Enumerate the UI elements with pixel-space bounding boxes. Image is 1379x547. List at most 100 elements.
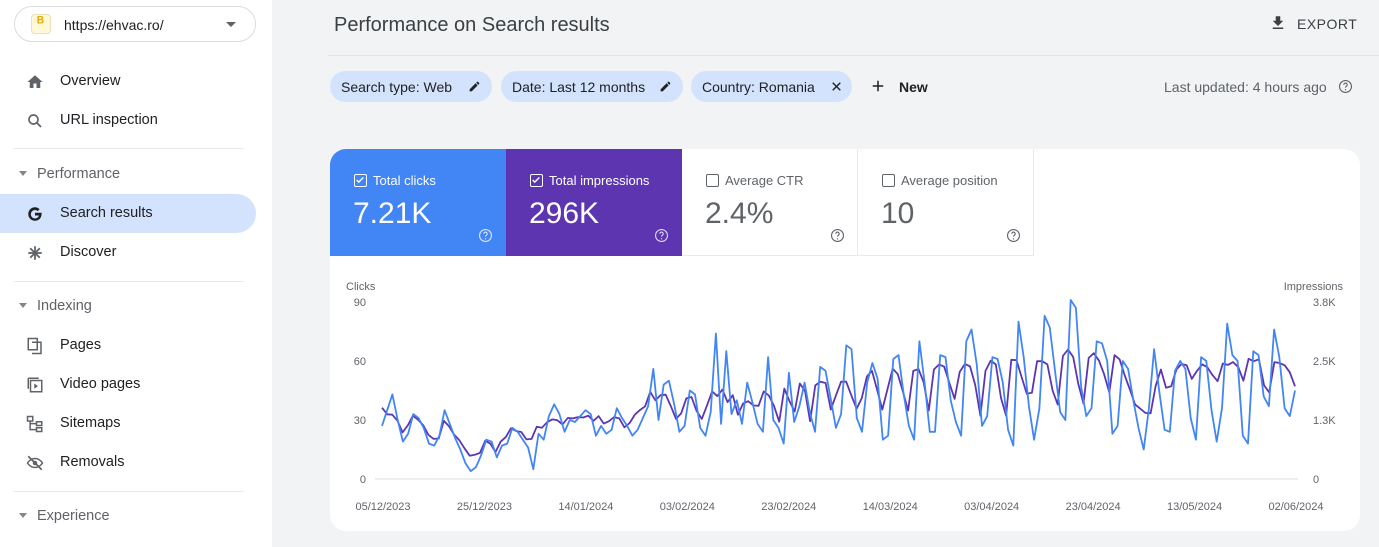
metric-value: 2.4% (705, 197, 774, 230)
property-selector[interactable]: ᴮ https://ehvac.ro/ (14, 6, 256, 42)
metric-label: Total impressions (549, 173, 650, 188)
sitemaps-icon (26, 415, 43, 433)
series-line-impressions (381, 348, 1296, 457)
metric-average-ctr[interactable]: Average CTR 2.4% (682, 149, 858, 256)
metric-total-impressions[interactable]: Total impressions 296K (506, 149, 682, 256)
y-left-tick-label: 30 (354, 415, 366, 427)
x-tick-label: 14/01/2024 (558, 501, 613, 513)
help-icon[interactable] (654, 228, 669, 243)
plus-icon (872, 80, 884, 92)
section-label: Experience (37, 508, 110, 524)
sidebar-item-label: Discover (60, 244, 117, 260)
asterisk-icon (28, 246, 42, 260)
sidebar-item-discover[interactable]: Discover (0, 233, 256, 272)
metric-label: Average position (901, 173, 998, 188)
x-tick-label: 25/12/2023 (457, 501, 512, 513)
sidebar-item-overview[interactable]: Overview (0, 62, 256, 101)
x-tick-label: 14/03/2024 (863, 501, 918, 513)
sidebar-item-removals[interactable]: Removals (0, 443, 256, 482)
y-left-tick-label: 90 (354, 297, 366, 309)
chart-lines (381, 299, 1296, 473)
help-icon[interactable] (830, 228, 845, 243)
filter-chip-date[interactable]: Date: Last 12 months (501, 71, 683, 102)
new-filter-button[interactable]: New (869, 71, 939, 102)
collapse-icon (19, 303, 27, 308)
section-label: Performance (37, 166, 121, 182)
metric-value: 296K (529, 197, 600, 230)
property-url: https://ehvac.ro/ (64, 17, 164, 33)
performance-chart[interactable]: Clicks Impressions 90 60 30 0 3.8K 2.5K 1.3K 0… (330, 256, 1360, 531)
sidebar-item-label: Pages (60, 337, 102, 353)
header-divider (328, 55, 1379, 56)
divider (14, 281, 244, 282)
checkbox-unchecked-icon[interactable] (882, 174, 895, 187)
page-title: Performance on Search results (334, 14, 610, 36)
x-tick-label: 03/02/2024 (660, 501, 715, 513)
y-right-axis-label: Impressions (1284, 281, 1344, 293)
metric-label: Total clicks (373, 173, 436, 188)
sidebar-item-label: Removals (60, 454, 125, 470)
collapse-icon (19, 171, 27, 176)
section-indexing[interactable]: Indexing (0, 291, 256, 321)
metric-value: 10 (881, 197, 915, 230)
chevron-down-icon (226, 22, 236, 27)
sidebar-item-label: Overview (60, 73, 121, 89)
sidebar-item-video-pages[interactable]: Video pages (0, 365, 256, 404)
export-label: EXPORT (1297, 16, 1358, 32)
section-experience[interactable]: Experience (0, 501, 256, 531)
y-right-tick-label: 1.3K (1313, 415, 1336, 427)
search-icon (28, 114, 42, 128)
google-g-icon (28, 207, 42, 221)
close-icon[interactable] (830, 80, 843, 93)
x-tick-label: 23/02/2024 (761, 501, 816, 513)
home-icon (27, 75, 43, 88)
download-icon (1272, 16, 1284, 29)
pencil-icon[interactable] (659, 80, 672, 93)
sidebar: ᴮ https://ehvac.ro/ Overview URL inspect… (0, 0, 272, 547)
checkbox-unchecked-icon[interactable] (706, 174, 719, 187)
eye-off-icon (26, 455, 44, 471)
sidebar-item-label: Video pages (60, 376, 141, 392)
performance-card: Total clicks 7.21K Total impressions 296… (330, 149, 1360, 531)
y-right-ticks: 3.8K 2.5K 1.3K 0 (1313, 297, 1336, 486)
x-tick-label: 03/04/2024 (964, 501, 1019, 513)
y-left-tick-label: 60 (354, 356, 366, 368)
y-right-tick-label: 0 (1313, 474, 1319, 486)
section-performance[interactable]: Performance (0, 159, 256, 189)
checkbox-checked-icon[interactable] (354, 174, 367, 187)
sidebar-item-pages[interactable]: Pages (0, 326, 256, 365)
pencil-icon[interactable] (468, 80, 481, 93)
y-right-tick-label: 3.8K (1313, 297, 1336, 309)
sidebar-item-search-results[interactable]: Search results (0, 194, 256, 233)
x-tick-label: 13/05/2024 (1167, 501, 1222, 513)
last-updated: Last updated: 4 hours ago (1164, 79, 1327, 95)
y-left-axis-label: Clicks (346, 281, 376, 293)
sidebar-item-label: Search results (60, 205, 153, 221)
metric-label: Average CTR (725, 173, 804, 188)
property-logo-icon: ᴮ (31, 14, 51, 34)
y-left-ticks: 90 60 30 0 (354, 297, 366, 486)
filter-chip-search-type[interactable]: Search type: Web (330, 71, 492, 102)
new-label: New (899, 79, 928, 95)
filter-chip-country[interactable]: Country: Romania (691, 71, 852, 102)
chip-label: Search type: Web (341, 79, 453, 95)
metric-average-position[interactable]: Average position 10 (858, 149, 1034, 256)
divider (14, 491, 244, 492)
pages-icon (27, 337, 42, 355)
video-pages-icon (27, 377, 43, 393)
help-icon[interactable] (478, 228, 493, 243)
checkbox-checked-icon[interactable] (530, 174, 543, 187)
divider (14, 148, 244, 149)
help-icon[interactable] (1338, 79, 1353, 94)
metric-total-clicks[interactable]: Total clicks 7.21K (330, 149, 506, 256)
sidebar-item-label: URL inspection (60, 112, 158, 128)
sidebar-item-label: Sitemaps (60, 415, 121, 431)
y-right-tick-label: 2.5K (1313, 356, 1336, 368)
sidebar-item-url-inspection[interactable]: URL inspection (0, 101, 256, 140)
y-left-tick-label: 0 (360, 474, 366, 486)
chip-label: Country: Romania (702, 79, 815, 95)
metric-value: 7.21K (353, 197, 432, 230)
help-icon[interactable] (1006, 228, 1021, 243)
sidebar-item-sitemaps[interactable]: Sitemaps (0, 404, 256, 443)
x-tick-label: 02/06/2024 (1268, 501, 1323, 513)
